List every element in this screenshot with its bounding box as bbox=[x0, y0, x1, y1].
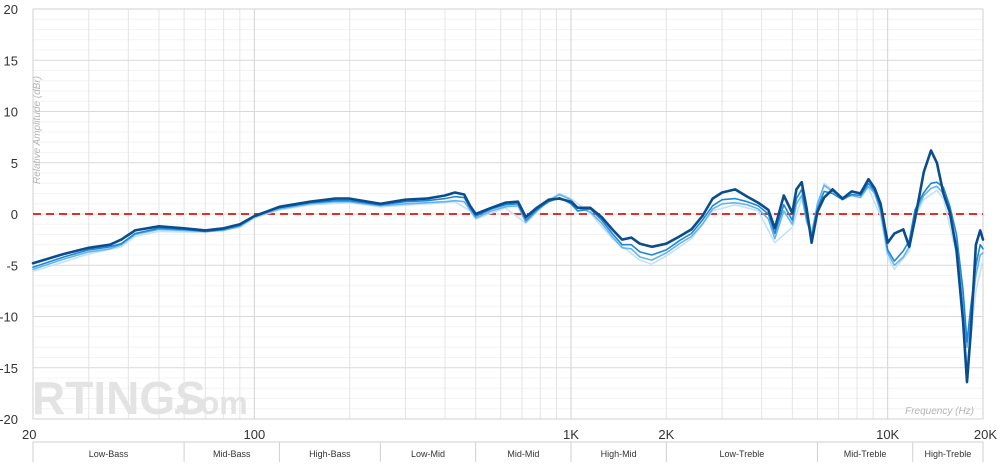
x-tick-label: 2K bbox=[658, 427, 674, 442]
watermark-brand: RTINGS bbox=[32, 372, 206, 424]
frequency-bands: Low-Bass Mid-Bass High-Bass Low-Mid Mid-Mid H… bbox=[32, 441, 984, 462]
series-line bbox=[32, 181, 984, 343]
band-label: Mid-Mid bbox=[507, 449, 539, 459]
y-tick-label: -15 bbox=[0, 361, 18, 376]
series-line bbox=[32, 182, 984, 364]
y-axis-title: Relative Amplitude (dBr) bbox=[32, 76, 43, 184]
y-tick-label: -10 bbox=[0, 310, 18, 325]
rtings-watermark: RTINGS .com bbox=[32, 372, 248, 424]
y-tick-labels: 20 15 10 5 0 -5 -10 -15 -20 bbox=[0, 2, 18, 427]
x-tick-label: 1K bbox=[563, 427, 579, 442]
y-tick-label: 15 bbox=[4, 53, 18, 68]
y-tick-label: -20 bbox=[0, 412, 18, 427]
series-line bbox=[32, 184, 984, 349]
band-label: Mid-Bass bbox=[213, 449, 251, 459]
x-tick-label: 100 bbox=[243, 427, 265, 442]
series-line bbox=[31, 149, 985, 384]
x-tick-label: 10K bbox=[876, 427, 899, 442]
band-label: High-Bass bbox=[309, 449, 351, 459]
watermark-domain: .com bbox=[173, 385, 248, 421]
band-label: Low-Bass bbox=[89, 449, 129, 459]
band-label: High-Mid bbox=[601, 449, 637, 459]
y-tick-label: 10 bbox=[4, 105, 18, 120]
band-label: Mid-Treble bbox=[844, 449, 887, 459]
y-tick-label: 5 bbox=[11, 156, 18, 171]
band-label: Low-Mid bbox=[411, 449, 445, 459]
series-layer bbox=[31, 149, 985, 384]
x-tick-labels: 20 100 1K 2K 10K 20K bbox=[22, 427, 997, 442]
y-tick-label: 20 bbox=[4, 2, 18, 17]
band-label: High-Treble bbox=[925, 449, 972, 459]
x-tick-label: 20K bbox=[974, 427, 997, 442]
x-axis-title: Frequency (Hz) bbox=[905, 406, 974, 417]
band-label: Low-Treble bbox=[720, 449, 765, 459]
minor-gridlines bbox=[32, 9, 984, 419]
y-tick-label: 0 bbox=[11, 207, 18, 222]
x-tick-label: 20 bbox=[22, 427, 36, 442]
y-tick-label: -5 bbox=[6, 258, 18, 273]
